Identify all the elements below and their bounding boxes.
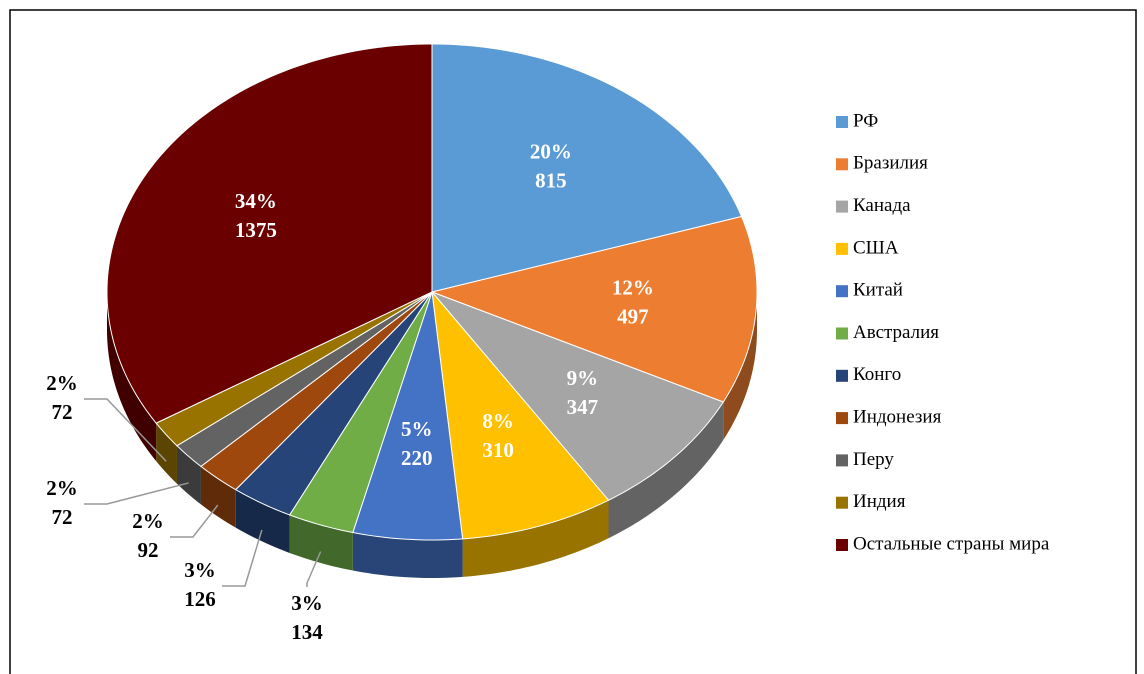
- slice-side: [608, 402, 724, 539]
- data-label-value: 72: [52, 400, 73, 424]
- slice: [200, 291, 433, 491]
- legend-label: Китай: [853, 280, 903, 301]
- data-label-percent: 12%: [612, 275, 654, 299]
- slice-side: [235, 489, 290, 553]
- data-label-percent: 9%: [567, 366, 599, 390]
- leader-line: [170, 504, 219, 538]
- legend-swatch: [836, 412, 848, 425]
- legend-label: Индия: [853, 491, 906, 512]
- data-label-percent: 34%: [235, 189, 277, 213]
- legend-swatch: [836, 369, 848, 382]
- legend-swatch: [836, 539, 848, 551]
- data-label-percent: 20%: [530, 140, 572, 164]
- data-label-value: 92: [138, 538, 159, 562]
- legend-swatch: [836, 158, 848, 171]
- leader-line: [84, 482, 189, 505]
- legend-swatch: [836, 242, 848, 255]
- legend-swatch: [836, 116, 848, 128]
- leader-line: [84, 398, 167, 462]
- data-label-value: 220: [401, 446, 433, 470]
- data-label-percent: 2%: [46, 371, 78, 395]
- legend-label: Перу: [853, 449, 894, 470]
- legend-label: Канада: [853, 195, 911, 216]
- slice: [155, 291, 433, 447]
- legend-label: Индонезия: [853, 406, 942, 427]
- data-label-value: 126: [184, 587, 216, 611]
- legend-swatch: [836, 285, 848, 298]
- data-label-percent: 2%: [46, 476, 78, 500]
- slice-side: [156, 423, 177, 484]
- slice: [288, 291, 433, 534]
- slice: [430, 290, 725, 501]
- slice-side: [107, 292, 157, 462]
- data-label-value: 134: [291, 620, 323, 644]
- data-label-percent: 5%: [401, 417, 433, 441]
- legend-label: Остальные страны мира: [853, 533, 1050, 554]
- slice-side: [723, 292, 757, 441]
- legend-swatch: [836, 327, 848, 340]
- slice-side: [352, 532, 463, 578]
- slice-side: [289, 514, 353, 571]
- slice: [430, 215, 758, 403]
- slice: [176, 291, 433, 468]
- slice-side: [176, 445, 201, 505]
- data-label-value: 72: [52, 505, 73, 529]
- legend-label: Австралия: [853, 322, 939, 343]
- legend-label: Бразилия: [853, 153, 928, 174]
- slice: [352, 291, 464, 541]
- legend-label: Конго: [853, 364, 901, 385]
- data-label-value: 497: [617, 304, 649, 328]
- legend-label: США: [853, 237, 899, 258]
- slice: [431, 290, 610, 540]
- leader-line: [222, 529, 263, 587]
- data-label-value: 1375: [235, 218, 277, 242]
- legend-swatch: [836, 200, 848, 213]
- slice: [106, 43, 433, 424]
- legend-label: РФ: [853, 110, 878, 131]
- data-label-percent: 8%: [482, 409, 514, 433]
- data-label-percent: 2%: [132, 509, 164, 533]
- slice: [234, 291, 433, 516]
- slice-side: [462, 500, 609, 577]
- data-label-value: 347: [567, 395, 599, 419]
- slice-side: [200, 466, 236, 528]
- leader-line: [306, 551, 322, 587]
- data-label-percent: 3%: [291, 591, 323, 615]
- data-label-percent: 3%: [184, 558, 216, 582]
- data-label-value: 815: [535, 169, 567, 193]
- legend-swatch: [836, 454, 848, 467]
- data-label-value: 310: [482, 438, 514, 462]
- legend-swatch: [836, 496, 848, 509]
- slice: [431, 43, 743, 293]
